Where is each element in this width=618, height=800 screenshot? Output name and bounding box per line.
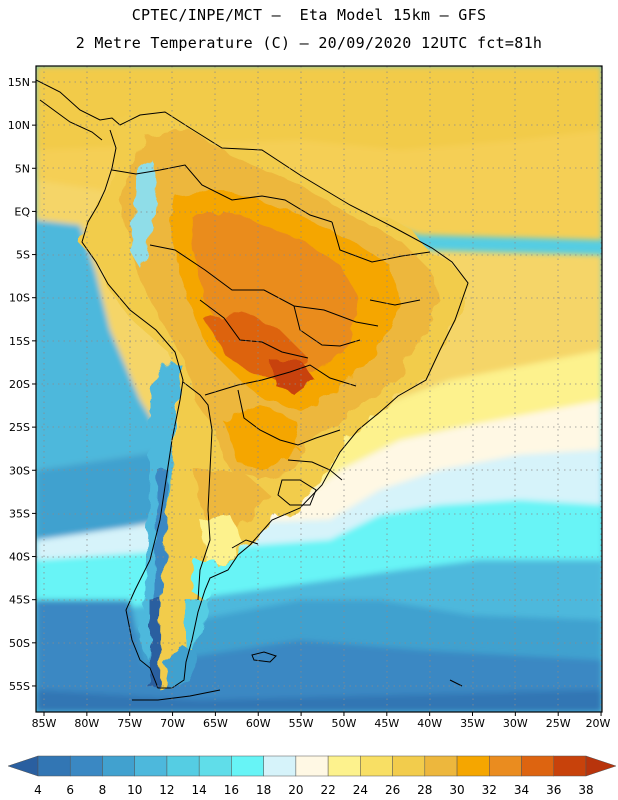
colorbar-cell (327, 755, 361, 777)
colorbar-cell (102, 755, 135, 777)
lat-tick-label: 30S (9, 464, 30, 477)
lat-tick-label: 15S (9, 335, 30, 348)
colorbar-label: 6 (66, 783, 74, 797)
lon-tick-label: 25W (546, 717, 571, 730)
colorbar-cells (7, 755, 617, 777)
lat-tick-label: 5S (16, 249, 30, 262)
colorbar-cell (166, 755, 200, 777)
longitude-axis: 85W 80W 75W 70W 65W 60W 55W 50W 45W 40W 35W 30W 25W 2… (32, 712, 611, 730)
colorbar-label: 18 (256, 783, 271, 797)
lon-tick-label: 75W (117, 717, 142, 730)
colorbar-label: 22 (320, 783, 335, 797)
lon-tick-label: 40W (417, 717, 442, 730)
colorbar-label: 10 (127, 783, 142, 797)
lat-tick-label: 10S (9, 292, 30, 305)
colorbar: 4 6 8 10 12 14 16 18 20 22 24 26 28 30 32 34 36 38 (7, 755, 617, 797)
lat-tick-label: 55S (9, 680, 30, 693)
colorbar-cell (198, 755, 232, 777)
lon-tick-label: 35W (460, 717, 485, 730)
colorbar-cell (37, 755, 71, 777)
colorbar-cell (424, 755, 458, 777)
colorbar-label: 4 (34, 783, 42, 797)
lon-tick-label: 55W (289, 717, 314, 730)
colorbar-cell (69, 755, 103, 777)
colorbar-cell (295, 755, 329, 777)
lat-tick-label: 25S (9, 421, 30, 434)
colorbar-cell (553, 755, 587, 777)
lat-tick-label: 50S (9, 637, 30, 650)
lat-tick-label: 35S (9, 507, 30, 520)
lon-tick-label: 60W (246, 717, 271, 730)
lon-tick-label: 70W (160, 717, 185, 730)
colorbar-cell (392, 755, 426, 777)
lat-tick-label: 15N (8, 76, 30, 89)
map-subtitle: 2 Metre Temperature (C) – 20/09/2020 12U… (75, 34, 543, 52)
plot-frame (35, 65, 603, 713)
colorbar-label: 32 (482, 783, 497, 797)
colorbar-cell (489, 755, 522, 777)
lon-tick-label: 20W (586, 717, 611, 730)
colorbar-high-arrow (585, 755, 617, 777)
map-title: CPTEC/INPE/MCT – Eta Model 15km – GFS (131, 6, 487, 24)
colorbar-label: 36 (546, 783, 561, 797)
colorbar-cell (134, 755, 168, 777)
lon-tick-label: 30W (503, 717, 528, 730)
lon-tick-label: 80W (74, 717, 99, 730)
lon-tick-label: 65W (203, 717, 228, 730)
colorbar-labels: 4 6 8 10 12 14 16 18 20 22 24 26 28 30 32 34 36 38 (34, 783, 593, 797)
colorbar-label: 26 (385, 783, 400, 797)
colorbar-label: 30 (449, 783, 464, 797)
lat-tick-label: 20S (9, 378, 30, 391)
colorbar-label: 28 (417, 783, 432, 797)
temperature-map: 15N 10N 5N EQ 5S 10S 15S 20S 25S 30S 35S 40S 45S 50S 5… (8, 65, 611, 730)
temperature-field (36, 66, 602, 712)
latitude-axis: 15N 10N 5N EQ 5S 10S 15S 20S 25S 30S 35S 40S 45S 50S 5… (8, 76, 36, 693)
lat-tick-label: 5N (15, 162, 30, 175)
colorbar-cell (360, 755, 393, 777)
colorbar-cell (456, 755, 490, 777)
colorbar-label: 8 (99, 783, 107, 797)
colorbar-label: 24 (353, 783, 368, 797)
lon-tick-label: 50W (332, 717, 357, 730)
colorbar-label: 20 (288, 783, 303, 797)
lat-tick-label: 40S (9, 551, 30, 564)
lon-tick-label: 85W (32, 717, 57, 730)
colorbar-label: 16 (224, 783, 239, 797)
colorbar-label: 38 (578, 783, 593, 797)
colorbar-cell (521, 755, 555, 777)
colorbar-cell (263, 755, 297, 777)
colorbar-cell (231, 755, 264, 777)
colorbar-label: 12 (159, 783, 174, 797)
colorbar-low-arrow (7, 755, 39, 777)
colorbar-label: 14 (192, 783, 207, 797)
colorbar-label: 34 (514, 783, 529, 797)
lon-tick-label: 45W (374, 717, 399, 730)
lat-tick-label: EQ (14, 205, 30, 218)
lat-tick-label: 45S (9, 594, 30, 607)
lat-tick-label: 10N (8, 119, 30, 132)
